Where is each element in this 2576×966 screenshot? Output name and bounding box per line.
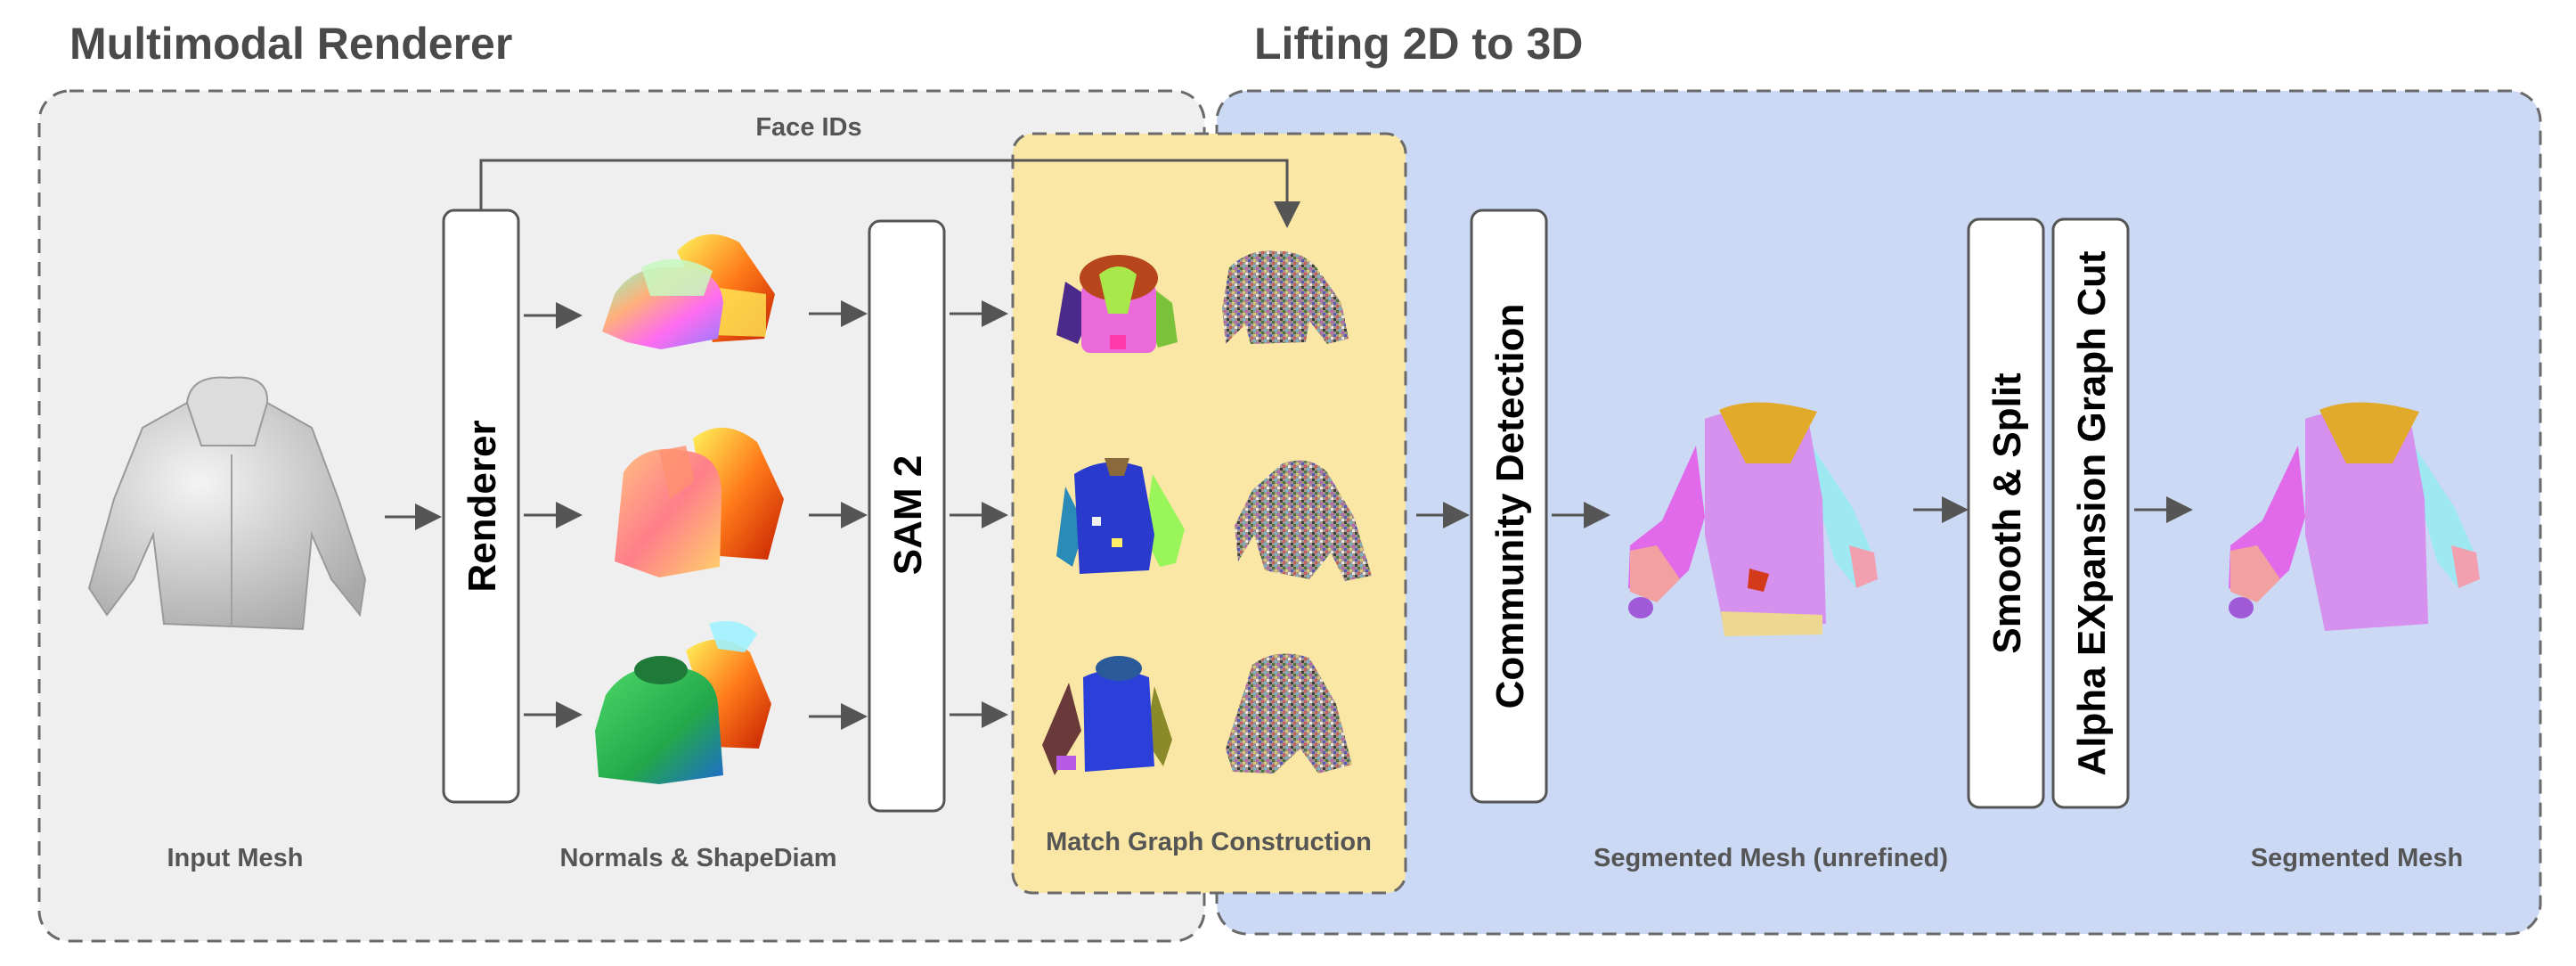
face-ids-arrow <box>479 159 1300 228</box>
render-view-1-icon <box>602 234 775 349</box>
sam2-box: SAM 2 <box>868 219 946 813</box>
normals-caption: Normals & ShapeDiam <box>559 844 836 872</box>
face-id-noise-1-icon <box>1222 250 1349 344</box>
sam-mask-2-icon <box>1056 458 1185 574</box>
sam-mask-3-icon <box>1042 656 1172 775</box>
input-mesh-hoodie-icon <box>87 376 367 631</box>
face-ids-label: Face IDs <box>755 113 861 142</box>
segmented-mesh-icon <box>2229 402 2480 631</box>
match-graph-caption: Match Graph Construction <box>1046 828 1372 856</box>
lifting-section-title: Lifting 2D to 3D <box>1254 19 1583 69</box>
render-view-2-icon <box>615 427 784 577</box>
community-detection-label: Community Detection <box>1488 304 1532 709</box>
flow-arrows <box>385 300 2193 730</box>
segmented-mesh-unrefined-icon <box>1628 402 1878 636</box>
segmented-caption: Segmented Mesh <box>2251 844 2464 872</box>
input-mesh-caption: Input Mesh <box>167 844 303 872</box>
sam-mask-1-icon <box>1056 255 1178 353</box>
renderer-section-title: Multimodal Renderer <box>69 19 512 69</box>
segmented-unrefined-caption: Segmented Mesh (unrefined) <box>1594 844 1948 872</box>
alpha-expansion-label: Alpha EXpansion Graph Cut <box>2070 250 2114 775</box>
face-id-noise-2-icon <box>1235 460 1372 581</box>
smooth-split-label: Smooth & Split <box>1985 372 2029 654</box>
alpha-expansion-box: Alpha EXpansion Graph Cut <box>2051 217 2130 809</box>
community-detection-box: Community Detection <box>1470 209 1548 804</box>
face-id-noise-3-icon <box>1226 653 1352 774</box>
smooth-split-box: Smooth & Split <box>1967 217 2045 809</box>
sam2-label: SAM 2 <box>886 455 930 575</box>
render-view-3-icon <box>595 620 771 784</box>
renderer-label: Renderer <box>461 420 504 592</box>
renderer-box: Renderer <box>442 209 520 804</box>
